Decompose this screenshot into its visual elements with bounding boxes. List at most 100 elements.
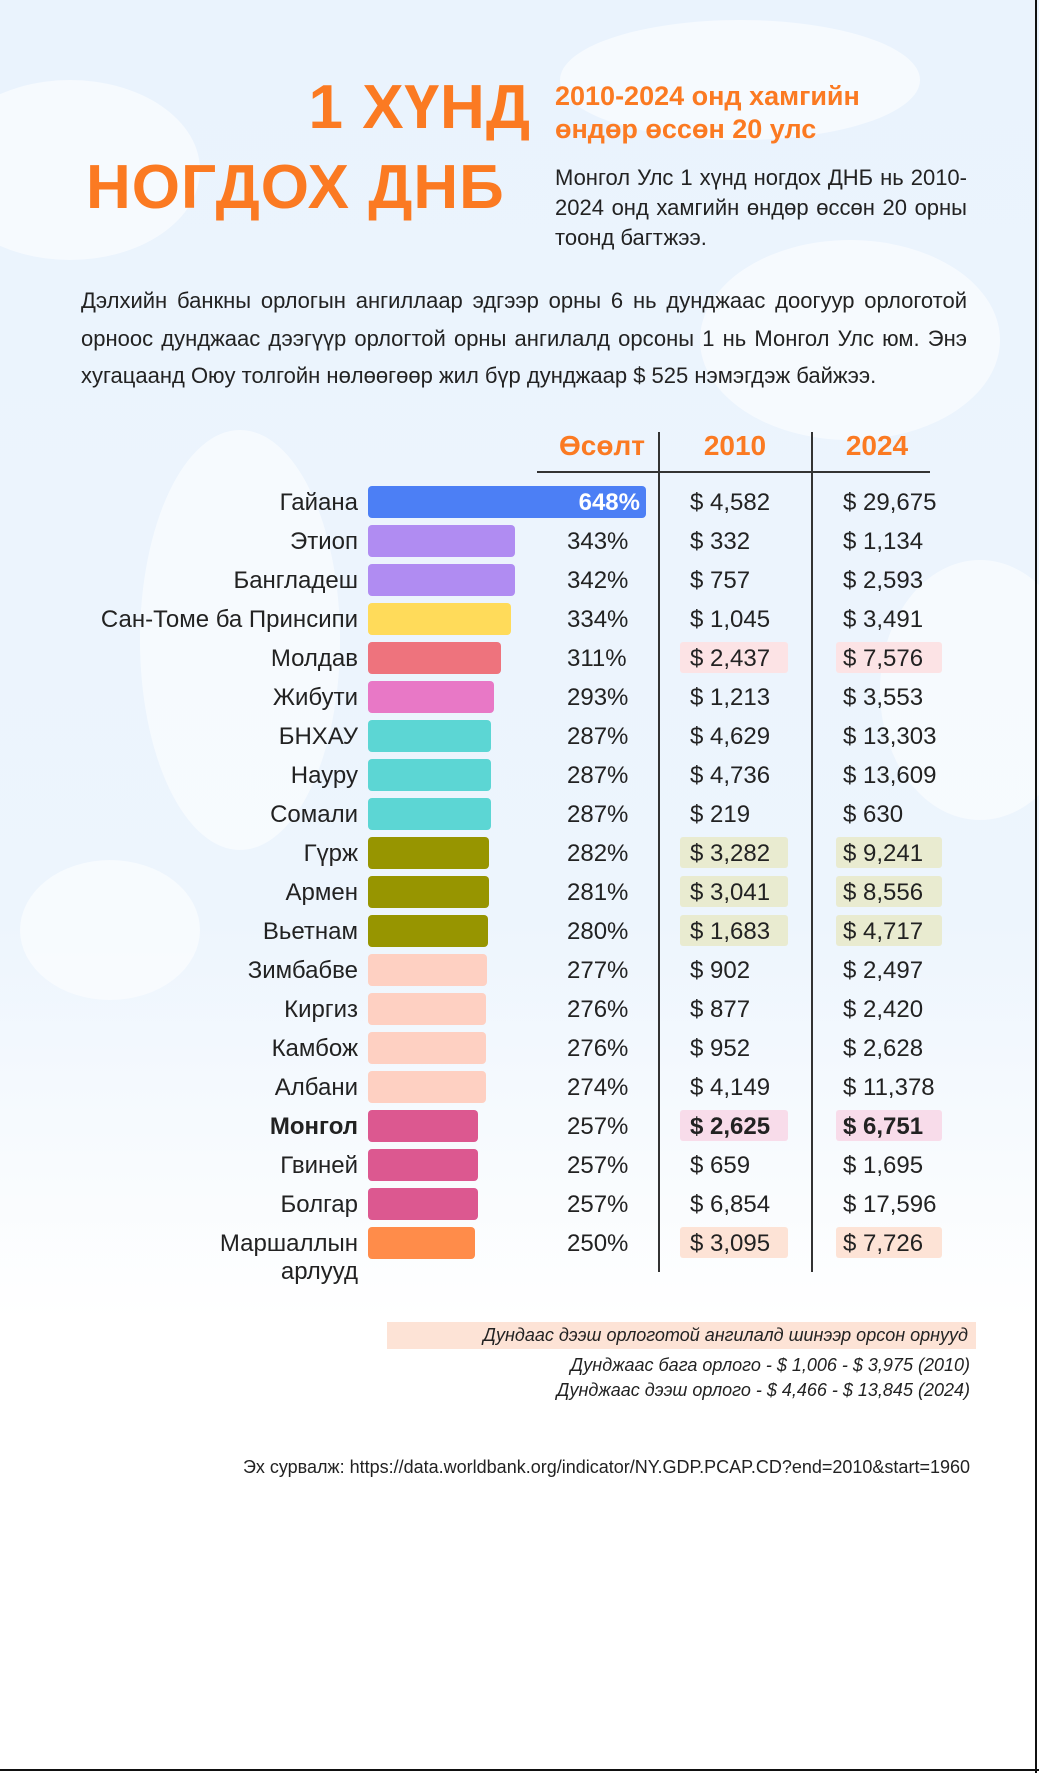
note-low-income: Дунджаас бага орлого - $ 1,006 - $ 3,975… (570, 1355, 970, 1375)
table-row: Болгар 257% $ 6,854 $ 17,596 (0, 1187, 1039, 1226)
country-label: Монгол (269, 1113, 358, 1140)
growth-value: 276% (567, 996, 629, 1023)
table-row: Гүрж 282% $ 3,282 $ 9,241 (0, 836, 1039, 875)
growth-value: 287% (567, 801, 629, 828)
gdp-2010-value: $ 1,213 (690, 684, 771, 711)
table-row: Сан-Томе ба Принсипи 334% $ 1,045 $ 3,491 (0, 602, 1039, 641)
growth-value: 257% (567, 1191, 629, 1218)
table-row: Камбож 276% $ 952 $ 2,628 (0, 1031, 1039, 1070)
growth-value: 343% (567, 528, 629, 555)
gdp-2010-value: $ 659 (690, 1152, 751, 1179)
growth-bar (368, 1188, 478, 1220)
gdp-2010-value: $ 4,149 (690, 1074, 771, 1101)
country-label: Зимбабве (247, 957, 358, 984)
gdp-2010-value: $ 2,437 (690, 645, 771, 672)
frame-border-bottom (0, 1769, 1039, 1771)
growth-bar (368, 1227, 475, 1259)
gdp-2024-value: $ 4,717 (843, 918, 924, 945)
growth-bar (368, 681, 494, 713)
growth-value: 334% (567, 606, 629, 633)
gdp-2010-value: $ 757 (690, 567, 751, 594)
gdp-2024-value: $ 2,593 (843, 567, 924, 594)
gdp-2024-value: $ 13,609 (843, 762, 937, 789)
country-label: Вьетнам (262, 918, 358, 945)
growth-value: 282% (567, 840, 629, 867)
country-label: Маршаллын арлууд (219, 1230, 358, 1285)
country-label: Молдав (270, 645, 358, 672)
highlight-2010 (680, 915, 788, 946)
legend-highlight-note: Дундаас дээш орлоготой ангилалд шинээр о… (387, 1322, 976, 1349)
growth-value: 277% (567, 957, 629, 984)
gdp-2024-value: $ 6,751 (843, 1113, 924, 1140)
table-row: Молдав 311% $ 2,437 $ 7,576 (0, 641, 1039, 680)
table-row: Киргиз 276% $ 877 $ 2,420 (0, 992, 1039, 1031)
header-underline (537, 471, 930, 473)
gdp-2010-value: $ 1,045 (690, 606, 771, 633)
gdp-2024-value: $ 13,303 (843, 723, 937, 750)
growth-bar (368, 954, 487, 986)
growth-value: 257% (567, 1152, 629, 1179)
growth-value: 280% (567, 918, 629, 945)
growth-bar (368, 915, 488, 947)
growth-value: 311% (567, 645, 627, 672)
growth-value: 281% (567, 879, 629, 906)
header-2010: 2010 (703, 430, 767, 461)
table-row: Гайана 648% $ 4,582 $ 29,675 (0, 485, 1039, 524)
table-row: Жибути 293% $ 1,213 $ 3,553 (0, 680, 1039, 719)
highlight-2010 (680, 876, 788, 907)
growth-bar (368, 720, 491, 752)
growth-bar (368, 837, 489, 869)
growth-bar (368, 525, 515, 557)
gdp-2010-value: $ 1,683 (690, 918, 771, 945)
growth-bar (368, 1149, 478, 1181)
gdp-2024-value: $ 7,726 (843, 1230, 924, 1257)
table-row: Армен 281% $ 3,041 $ 8,556 (0, 875, 1039, 914)
country-label: Сомали (270, 801, 358, 828)
gdp-2024-value: $ 1,695 (843, 1152, 924, 1179)
country-label: БНХАУ (278, 723, 358, 750)
table-row: Монгол 257% $ 2,625 $ 6,751 (0, 1109, 1039, 1148)
header-2024: 2024 (845, 430, 909, 461)
country-label: Болгар (280, 1191, 359, 1218)
table-row: Сомали 287% $ 219 $ 630 (0, 797, 1039, 836)
growth-value: 276% (567, 1035, 629, 1062)
growth-bar (368, 486, 646, 518)
table-row: Науру 287% $ 4,736 $ 13,609 (0, 758, 1039, 797)
country-label: Армен (285, 879, 358, 906)
table-row: Этиоп 343% $ 332 $ 1,134 (0, 524, 1039, 563)
gdp-2024-value: $ 29,675 (843, 489, 937, 516)
gdp-2024-value: $ 7,576 (843, 645, 924, 672)
country-label: Сан-Томе ба Принсипи (100, 606, 358, 633)
gdp-2024-value: $ 2,420 (843, 996, 924, 1023)
gdp-2010-value: $ 3,095 (690, 1230, 771, 1257)
table-row: Маршаллын арлууд 250% $ 3,095 $ 7,726 (0, 1226, 1039, 1285)
subtitle-line-2: өндөр өссөн 20 улс (555, 114, 817, 144)
legend-text: Дундаас дээш орлоготой ангилалд шинээр о… (483, 1325, 968, 1345)
gdp-2010-value: $ 902 (690, 957, 751, 984)
gdp-2010-value: $ 219 (690, 801, 751, 828)
frame-border-right (1035, 0, 1037, 1773)
gdp-2010-value: $ 952 (690, 1035, 751, 1062)
country-label: Гайана (279, 489, 358, 516)
country-label: Жибути (272, 684, 358, 711)
highlight-2010 (680, 642, 788, 673)
growth-bar (368, 1032, 486, 1064)
growth-value: 342% (567, 567, 629, 594)
gdp-2024-value: $ 8,556 (843, 879, 924, 906)
gdp-2024-value: $ 630 (843, 801, 904, 828)
growth-value: 274% (567, 1074, 629, 1101)
table-row: Вьетнам 280% $ 1,683 $ 4,717 (0, 914, 1039, 953)
title-line-2: НОГДОХ ДНБ (86, 153, 505, 222)
growth-bar (368, 993, 486, 1025)
gdp-2024-value: $ 17,596 (843, 1191, 937, 1218)
highlight-2024 (836, 915, 942, 946)
gdp-2024-value: $ 1,134 (843, 528, 924, 555)
gdp-2010-value: $ 332 (690, 528, 751, 555)
highlight-2024 (836, 1227, 942, 1258)
column-divider-1 (658, 432, 660, 1272)
country-label: Гвиней (280, 1152, 358, 1179)
gdp-2010-value: $ 3,041 (690, 879, 771, 906)
gdp-2024-value: $ 2,628 (843, 1035, 924, 1062)
source-text: Эх сурвалж: https://data.worldbank.org/i… (242, 1457, 970, 1477)
subtitle-line-1: 2010-2024 онд хамгийн (555, 81, 860, 111)
